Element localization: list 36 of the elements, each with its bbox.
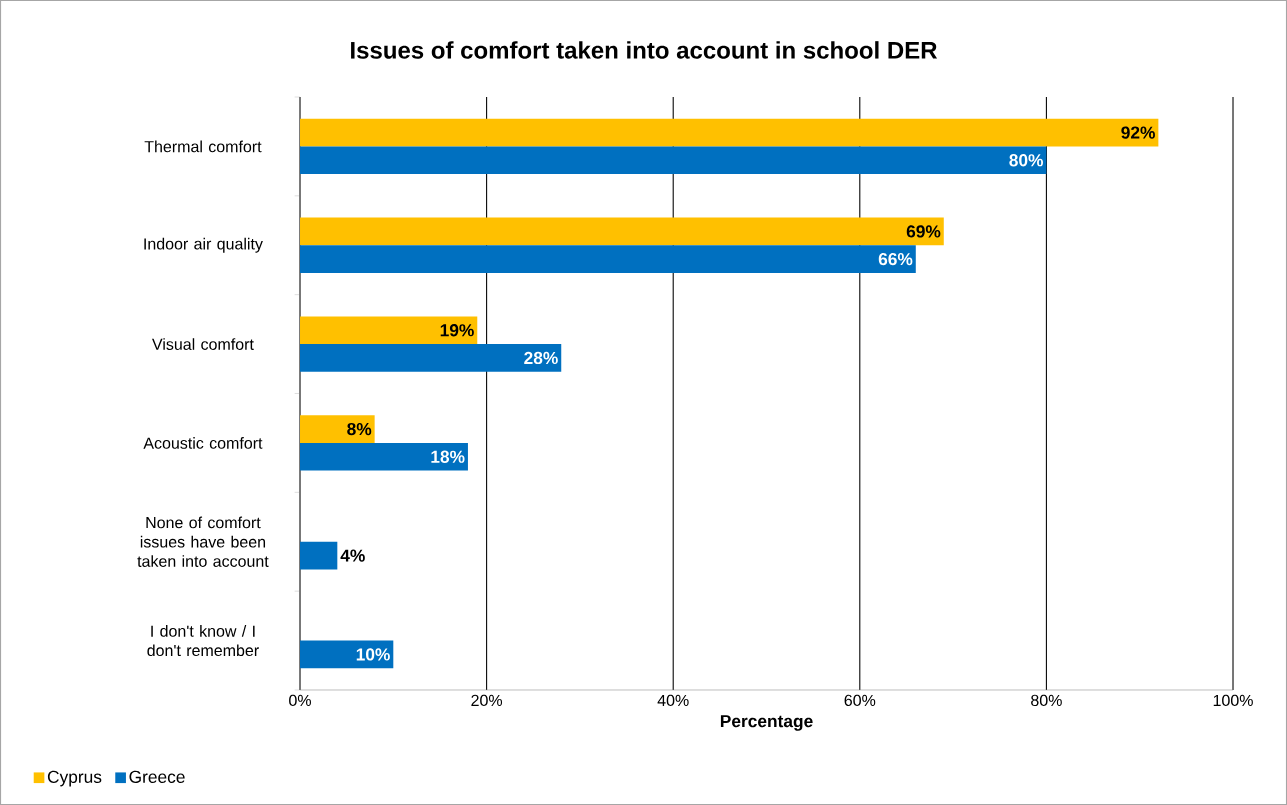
bar xyxy=(300,640,394,669)
y-tick-label: Thermal comfort xyxy=(144,140,262,153)
x-tick-label: 80% xyxy=(1031,694,1062,707)
data-label: 28% xyxy=(524,351,558,365)
bar xyxy=(300,415,375,443)
chart-title: Issues of comfort taken into account in school DER xyxy=(351,41,938,59)
bar xyxy=(300,316,478,345)
data-label: 92% xyxy=(1121,126,1155,139)
data-label: 8% xyxy=(347,422,372,436)
y-tick-label: None of comfort issues have been taken into account xyxy=(137,516,269,567)
bar xyxy=(300,118,1159,147)
data-label: 69% xyxy=(906,225,941,238)
bar xyxy=(300,245,916,273)
data-label: 4% xyxy=(340,549,365,562)
y-tick-label: Visual comfort xyxy=(152,338,254,350)
y-tick-label: Acoustic comfort xyxy=(143,437,263,449)
y-tick-label: I don't know / I don't remember xyxy=(147,625,259,657)
data-label: 66% xyxy=(878,252,913,266)
data-label: 80% xyxy=(1009,154,1044,167)
bar xyxy=(300,442,468,471)
x-tick-label: 0% xyxy=(289,694,311,707)
data-label: 19% xyxy=(440,324,474,337)
x-tick-label: 60% xyxy=(844,694,876,707)
legend-label: Greece xyxy=(129,770,185,783)
bar xyxy=(300,541,338,570)
legend-label: Cyprus xyxy=(47,770,102,787)
x-tick-label: 40% xyxy=(657,694,689,707)
y-tick-label: Indoor air quality xyxy=(144,237,263,253)
x-axis-title: Percentage xyxy=(720,715,813,731)
data-label: 10% xyxy=(356,648,390,661)
x-tick-label: 100% xyxy=(1213,694,1253,707)
bar xyxy=(300,217,944,246)
bar xyxy=(300,146,1047,175)
data-label: 18% xyxy=(431,450,465,463)
x-tick-label: 20% xyxy=(471,694,503,707)
bar xyxy=(300,344,562,372)
